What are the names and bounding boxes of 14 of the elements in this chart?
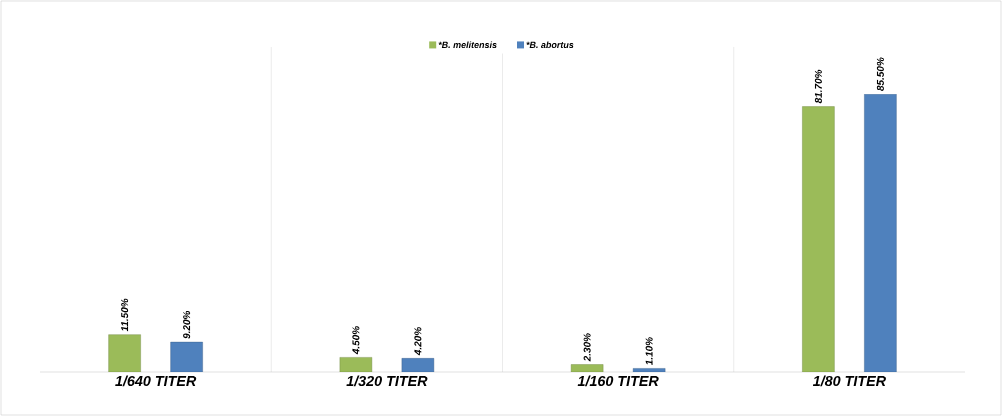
data-label: 81.70%: [814, 69, 822, 104]
data-label: 4.20%: [414, 327, 422, 356]
data-label: 4.50%: [352, 326, 360, 355]
data-label: 11.50%: [121, 298, 129, 332]
data-label: 85.50%: [876, 57, 884, 91]
data-label: 1.10%: [645, 337, 653, 366]
x-tick-label: 1/320 TITER: [346, 375, 428, 387]
x-tick-label: 1/160 TITER: [577, 375, 659, 387]
data-label: 9.20%: [183, 310, 191, 339]
data-label: 2.30%: [583, 333, 591, 362]
legend-label: *B. abortus: [526, 41, 574, 49]
x-tick-label: 1/80 TITER: [812, 375, 886, 387]
x-tick-label: 1/640 TITER: [115, 375, 197, 387]
legend-label: *B. melitensis: [438, 41, 497, 49]
